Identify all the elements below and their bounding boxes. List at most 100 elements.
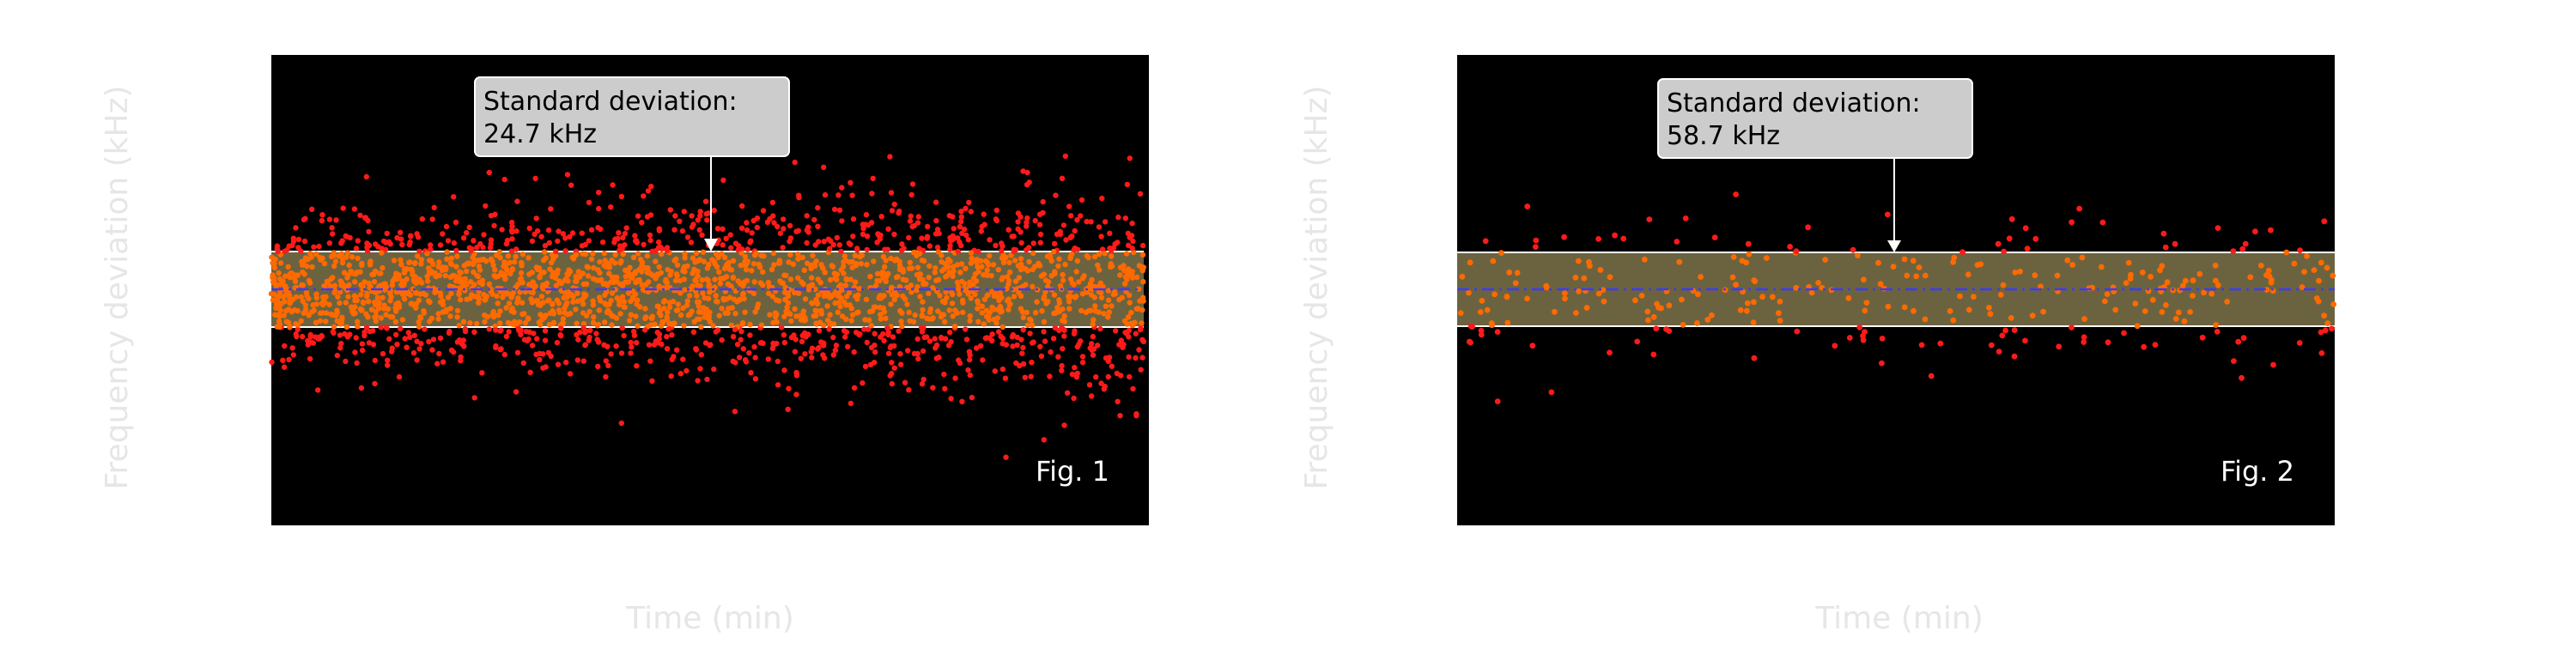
data-point <box>1037 343 1043 349</box>
data-point <box>813 320 819 326</box>
data-point <box>906 387 912 393</box>
data-point <box>726 306 732 312</box>
data-point <box>343 324 350 330</box>
data-point <box>2022 337 2028 344</box>
data-point <box>378 324 384 330</box>
data-point <box>2157 267 2163 274</box>
data-point <box>672 213 678 219</box>
data-point <box>677 290 683 296</box>
data-point <box>1959 249 1966 256</box>
data-point <box>2239 246 2246 252</box>
data-point <box>458 358 464 364</box>
data-point <box>960 309 966 316</box>
data-point <box>1066 295 1072 301</box>
data-point <box>556 279 562 285</box>
data-point <box>813 258 819 264</box>
data-point <box>399 241 405 248</box>
data-point <box>1008 252 1014 258</box>
data-point <box>416 318 422 325</box>
data-point <box>714 327 721 333</box>
data-point <box>2159 309 2166 315</box>
data-point <box>1750 319 1757 325</box>
data-point <box>1862 307 1868 314</box>
data-point <box>680 356 686 362</box>
data-point <box>889 208 896 214</box>
data-point <box>863 212 870 218</box>
data-point <box>404 344 410 350</box>
data-point <box>583 328 589 334</box>
data-point <box>526 282 532 288</box>
data-point <box>330 231 336 237</box>
data-point <box>1484 306 1491 313</box>
data-point <box>1030 250 1036 256</box>
data-point <box>698 324 704 330</box>
data-point <box>363 324 370 330</box>
data-point <box>681 276 687 282</box>
data-point <box>501 271 508 277</box>
data-point <box>639 220 645 226</box>
data-point <box>2330 272 2336 279</box>
data-point <box>707 343 713 349</box>
data-point <box>786 385 792 391</box>
data-point <box>311 244 317 250</box>
data-point <box>947 258 953 264</box>
data-point <box>862 221 868 227</box>
data-point <box>355 238 361 244</box>
data-point <box>699 232 705 238</box>
data-point <box>445 238 452 244</box>
data-point <box>955 248 962 255</box>
data-point <box>781 339 787 346</box>
data-point <box>822 355 828 361</box>
data-point <box>683 302 690 308</box>
data-point <box>482 318 488 325</box>
data-point <box>732 360 738 366</box>
data-point <box>890 334 896 340</box>
data-point <box>457 269 463 275</box>
data-point <box>1018 229 1024 235</box>
data-point <box>1478 331 1485 338</box>
data-point <box>424 251 430 257</box>
data-point <box>799 279 805 285</box>
data-point <box>1096 224 1103 230</box>
data-point <box>635 323 641 329</box>
data-point <box>2268 279 2275 286</box>
data-point <box>963 265 969 271</box>
data-point <box>1024 215 1030 221</box>
data-point <box>1042 288 1048 295</box>
data-point <box>843 316 849 322</box>
data-point <box>456 291 462 297</box>
data-point <box>1634 338 1641 345</box>
data-point <box>464 296 470 302</box>
data-point <box>848 400 854 407</box>
data-point <box>410 269 416 275</box>
data-point <box>2291 260 2298 267</box>
data-point <box>908 265 915 271</box>
data-point <box>994 315 1001 321</box>
panel-fig-2: Frequency deviation (kHz) Time (min) Sta… <box>1299 55 2337 636</box>
data-point <box>710 323 716 329</box>
data-point <box>950 233 956 240</box>
data-point <box>336 253 342 259</box>
data-point <box>1620 235 1627 242</box>
data-point <box>943 289 949 295</box>
data-point <box>749 230 755 236</box>
data-point <box>469 292 475 298</box>
data-point <box>965 367 971 373</box>
data-point <box>1595 290 1602 297</box>
data-point <box>2265 267 2272 274</box>
data-point <box>1060 326 1067 333</box>
data-point <box>590 302 597 308</box>
data-point <box>2069 324 2075 330</box>
data-point <box>679 227 686 234</box>
data-point <box>541 270 547 276</box>
data-point <box>812 307 818 313</box>
data-point <box>1087 345 1093 351</box>
data-point <box>1041 318 1048 325</box>
data-point <box>617 243 623 249</box>
data-point <box>933 342 940 349</box>
data-point <box>845 343 851 350</box>
data-point <box>623 225 629 231</box>
data-point <box>444 256 450 262</box>
data-point <box>2121 330 2127 337</box>
annotation-text-line2: 24.7 kHz <box>483 119 597 149</box>
